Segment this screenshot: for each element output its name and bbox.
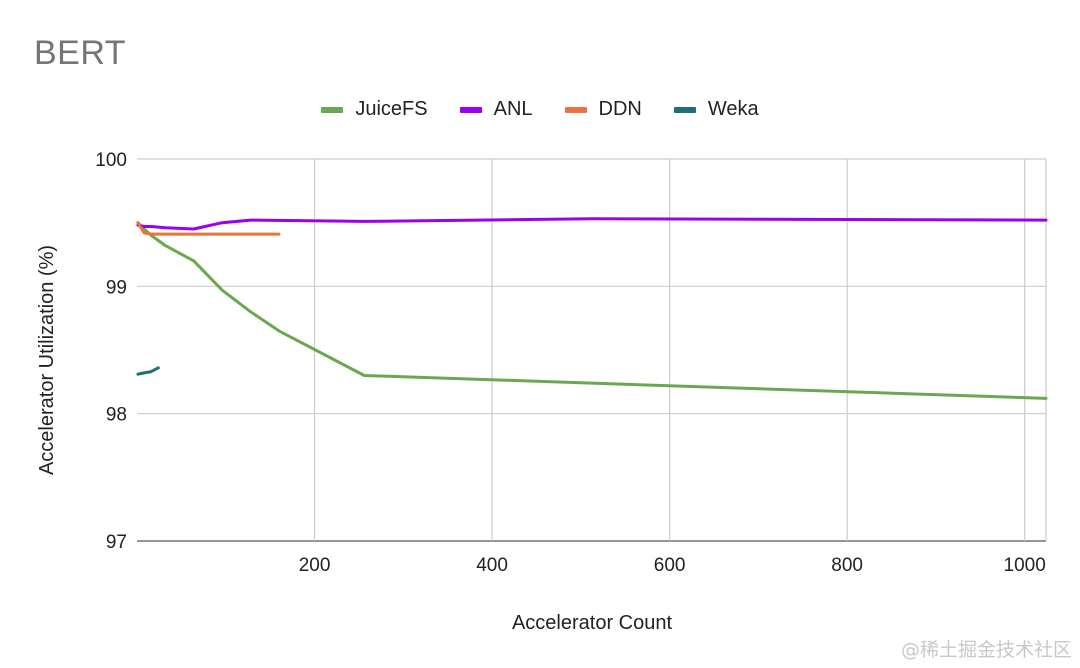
y-tick-label: 100 xyxy=(95,150,127,171)
series-line-weka xyxy=(136,366,160,376)
x-tick-label: 1000 xyxy=(1004,555,1046,576)
y-tick-label: 97 xyxy=(106,532,127,553)
x-tick-label: 400 xyxy=(476,555,508,576)
legend-label: JuiceFS xyxy=(355,98,428,120)
y-tick-label: 99 xyxy=(106,277,127,298)
y-axis-label: Accelerator Utilization (%) xyxy=(36,245,58,475)
x-tick-label: 200 xyxy=(299,555,331,576)
series-line-anl xyxy=(136,217,1048,231)
series-line-juicefs xyxy=(136,221,1048,400)
legend-item-juicefs: JuiceFS xyxy=(321,98,428,121)
x-tick-label: 800 xyxy=(831,555,863,576)
legend-item-weka: Weka xyxy=(673,98,759,121)
legend-swatch xyxy=(321,106,344,113)
legend-label: Weka xyxy=(707,98,759,120)
legend-swatch xyxy=(459,106,482,113)
chart-title: BERT xyxy=(34,34,127,72)
grid-lines xyxy=(137,158,1047,542)
y-tick-label: 98 xyxy=(106,405,127,426)
legend-swatch xyxy=(673,106,696,113)
legend-item-ddn: DDN xyxy=(564,98,642,121)
chart-legend: JuiceFS ANL DDN Weka xyxy=(0,98,1080,121)
watermark-text: @稀土掘金技术社区 xyxy=(900,639,1072,661)
legend-label: DDN xyxy=(598,98,642,120)
x-tick-label: 600 xyxy=(654,555,686,576)
legend-swatch xyxy=(564,106,587,113)
legend-label: ANL xyxy=(493,98,533,120)
legend-item-anl: ANL xyxy=(459,98,533,121)
series-lines xyxy=(136,217,1048,400)
x-axis-label: Accelerator Count xyxy=(512,612,673,634)
tick-labels: 97 98 99 100 200 400 600 800 1000 xyxy=(95,150,1046,576)
series-line-ddn xyxy=(136,221,281,236)
